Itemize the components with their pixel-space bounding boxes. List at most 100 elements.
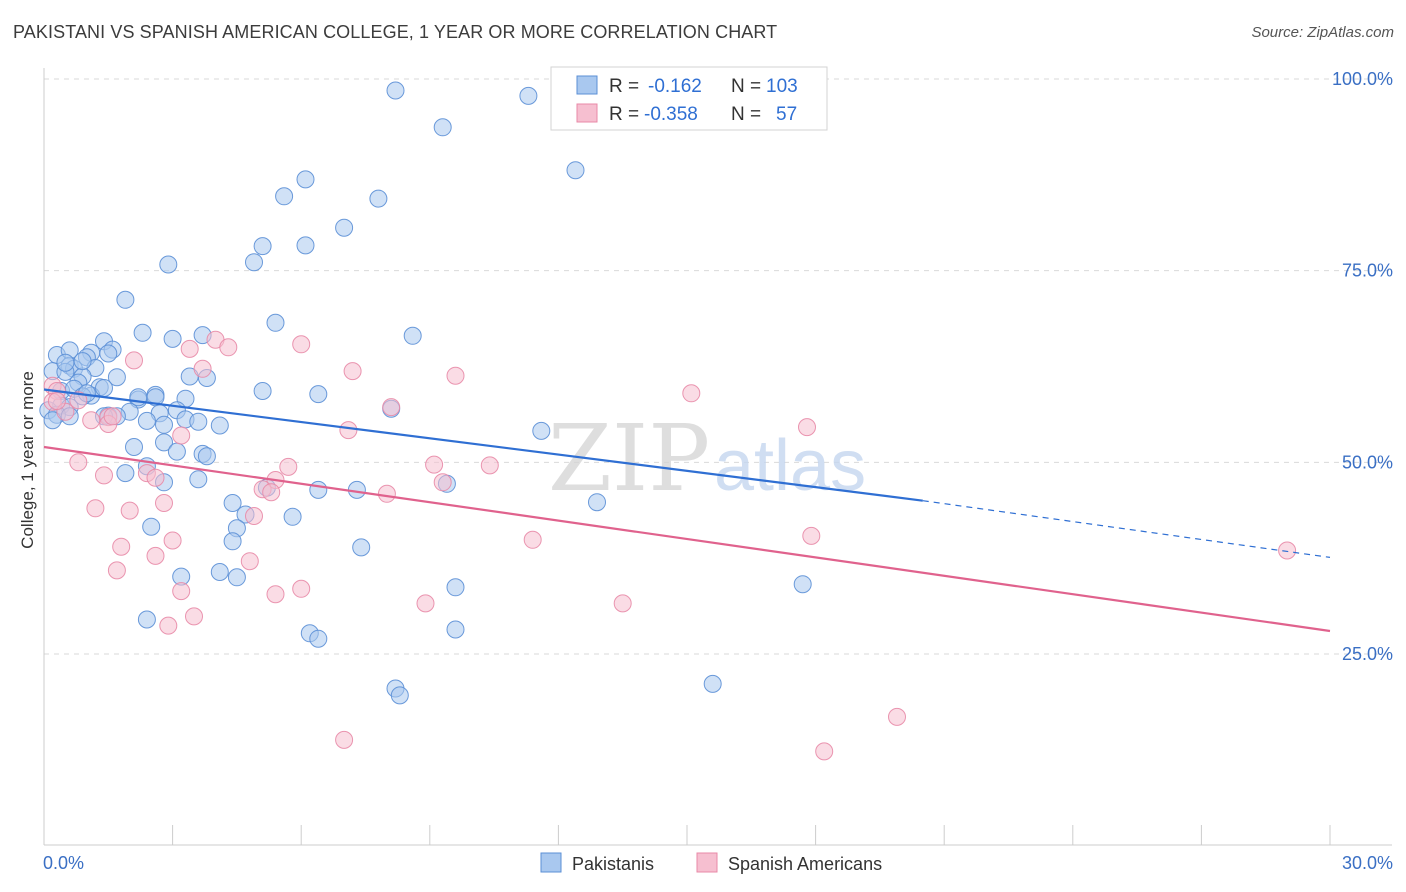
- pakistanis-point-90: [309, 629, 328, 648]
- pakistanis-point-85: [446, 578, 465, 597]
- spanish-americans-point-52: [888, 707, 906, 726]
- spanish-americans-point-53: [335, 730, 354, 749]
- y-tick-label-0: 25.0%: [1342, 644, 1393, 664]
- spanish-americans-trend-line: [43, 445, 1331, 633]
- spanish-americans-point-50: [159, 616, 178, 635]
- pakistanis-point-67: [116, 464, 135, 483]
- pakistanis-point-74: [588, 493, 606, 512]
- pakistanis-point-100: [73, 352, 92, 371]
- watermark-zip: ZIP: [548, 405, 710, 512]
- correlation-legend: R = -0.162 N = 103 R = -0.358 N = 57: [550, 66, 828, 131]
- spanish-americans-point-21: [69, 453, 88, 472]
- spanish-americans-point-34: [86, 499, 105, 518]
- pakistanis-point-82: [210, 563, 229, 581]
- spanish-americans-point-49: [185, 607, 203, 626]
- pakistanis-point-57: [155, 415, 173, 434]
- watermark: ZIP atlas: [548, 405, 866, 512]
- spanish-americans-point-40: [802, 526, 821, 545]
- spanish-americans-point-16: [82, 411, 101, 430]
- pakistanis-point-8: [253, 237, 272, 256]
- pakistanis-point-87: [137, 610, 156, 629]
- pakistanis-point-15: [163, 329, 182, 348]
- y-tick-label-1: 50.0%: [1342, 452, 1393, 472]
- trend-lines: [43, 388, 1331, 633]
- pakistanis-point-55: [189, 412, 208, 431]
- legend-r-value-1: -0.162: [648, 76, 702, 97]
- legend-n-value-1: 103: [766, 76, 798, 97]
- spanish-americans-point-36: [245, 507, 263, 525]
- legend-r-label-2: R =: [609, 104, 639, 125]
- gridlines: [44, 78, 1392, 655]
- pakistanis-point-11: [159, 255, 178, 274]
- pakistanis-point-88: [446, 620, 465, 639]
- pakistanis-point-13: [266, 313, 285, 332]
- spanish-americans-point-39: [112, 537, 131, 556]
- pakistanis-trend-line: [43, 388, 923, 502]
- spanish-americans-point-27: [146, 468, 165, 487]
- spanish-americans-point-12: [382, 398, 401, 417]
- pakistanis-trend-extension: [922, 500, 1331, 558]
- bottom-legend-label-spanish-americans: Spanish Americans: [728, 854, 882, 874]
- axes: [43, 68, 1392, 846]
- spanish-americans-point-20: [172, 426, 191, 445]
- x-tick-label-1: 30.0%: [1342, 853, 1393, 873]
- pakistanis-point-4: [296, 170, 315, 189]
- pakistanis-point-80: [223, 532, 242, 551]
- spanish-americans-point-2: [292, 335, 311, 354]
- pakistanis-point-9: [296, 236, 315, 255]
- spanish-americans-point-54: [815, 742, 834, 761]
- pakistanis-point-72: [309, 480, 328, 499]
- spanish-americans-point-37: [523, 530, 542, 549]
- series-legend: Pakistanis Spanish Americans: [540, 852, 882, 874]
- spanish-americans-point-3: [180, 339, 199, 358]
- bottom-legend-swatch-spanish-americans: [696, 852, 718, 873]
- x-tick-label-0: 0.0%: [43, 853, 84, 873]
- pakistanis-point-56: [137, 411, 156, 430]
- spanish-americans-point-43: [107, 561, 126, 580]
- legend-swatch-spanish-americans: [576, 103, 598, 123]
- spanish-americans-point-23: [425, 455, 444, 474]
- spanish-americans-points: [43, 330, 1297, 761]
- pakistanis-point-17: [403, 326, 422, 345]
- spanish-americans-point-22: [279, 457, 298, 476]
- spanish-americans-point-10: [682, 384, 701, 403]
- spanish-americans-point-29: [433, 473, 452, 492]
- y-tick-labels: 25.0% 50.0% 75.0% 100.0%: [1332, 69, 1393, 664]
- spanish-americans-point-42: [240, 552, 259, 571]
- spanish-americans-point-26: [95, 466, 113, 485]
- pakistanis-point-2: [433, 118, 452, 137]
- pakistanis-point-3: [566, 161, 585, 180]
- spanish-americans-point-4: [125, 351, 143, 370]
- spanish-americans-point-18: [339, 421, 358, 440]
- source-label: Source: ZipAtlas.com: [1251, 24, 1394, 41]
- pakistanis-point-58: [210, 416, 229, 435]
- pakistanis-point-63: [167, 442, 186, 461]
- pakistanis-point-92: [390, 686, 409, 705]
- watermark-atlas: atlas: [714, 426, 866, 506]
- pakistanis-point-0: [386, 81, 405, 100]
- pakistanis-point-38: [309, 385, 328, 404]
- pakistanis-point-62: [125, 438, 143, 456]
- pakistanis-point-5: [275, 187, 294, 206]
- pakistanis-point-83: [227, 568, 246, 587]
- pakistanis-point-33: [107, 368, 126, 387]
- pakistanis-point-78: [142, 517, 161, 536]
- pakistanis-point-6: [369, 189, 388, 208]
- legend-n-label-1: N =: [731, 76, 761, 97]
- y-tick-label-2: 75.0%: [1342, 261, 1393, 281]
- legend-n-value-2: 57: [776, 104, 797, 125]
- spanish-americans-point-55: [47, 392, 66, 410]
- spanish-americans-point-11: [69, 391, 88, 410]
- spanish-americans-point-32: [377, 484, 396, 503]
- pakistanis-point-77: [283, 507, 302, 526]
- spanish-americans-point-41: [146, 546, 165, 565]
- pakistanis-point-7: [335, 218, 354, 237]
- pakistanis-point-86: [793, 575, 812, 594]
- spanish-americans-point-19: [798, 418, 816, 437]
- pakistanis-point-65: [197, 447, 216, 466]
- legend-swatch-pakistanis: [576, 75, 598, 95]
- legend-n-label-2: N =: [731, 104, 761, 125]
- pakistanis-point-10: [245, 253, 263, 272]
- pakistanis-point-98: [56, 353, 75, 372]
